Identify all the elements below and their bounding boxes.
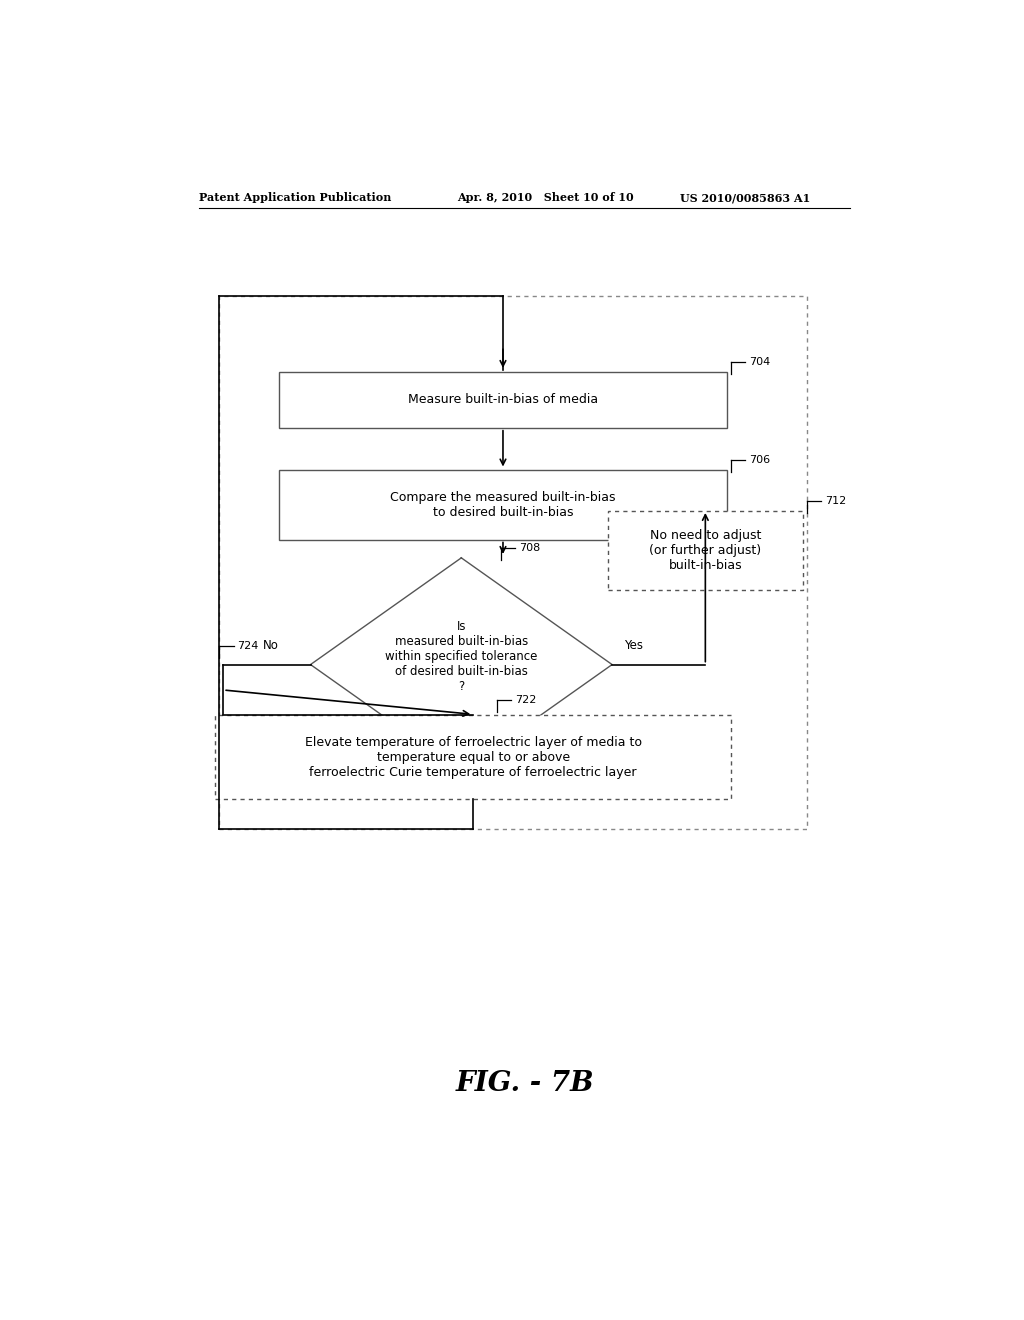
Bar xyxy=(279,470,727,540)
Text: Measure built-in-bias of media: Measure built-in-bias of media xyxy=(408,393,598,407)
Text: Elevate temperature of ferroelectric layer of media to
temperature equal to or a: Elevate temperature of ferroelectric lay… xyxy=(305,735,642,779)
Text: 708: 708 xyxy=(519,543,541,553)
Text: FIG. - 7B: FIG. - 7B xyxy=(456,1069,594,1097)
Text: No: No xyxy=(263,639,279,652)
Text: 722: 722 xyxy=(515,696,537,705)
Text: 712: 712 xyxy=(824,496,846,506)
Text: No need to adjust
(or further adjust)
built-in-bias: No need to adjust (or further adjust) bu… xyxy=(649,529,762,573)
Text: Is
measured built-in-bias
within specified tolerance
of desired built-in-bias
?: Is measured built-in-bias within specifi… xyxy=(385,620,538,693)
Text: 704: 704 xyxy=(750,356,771,367)
Text: 724: 724 xyxy=(238,642,259,651)
Text: Compare the measured built-in-bias
to desired built-in-bias: Compare the measured built-in-bias to de… xyxy=(390,491,615,519)
Text: Patent Application Publication: Patent Application Publication xyxy=(200,191,392,203)
Text: US 2010/0085863 A1: US 2010/0085863 A1 xyxy=(680,191,810,203)
Bar xyxy=(215,715,731,799)
Bar xyxy=(279,372,727,428)
Bar xyxy=(219,296,807,829)
Text: Apr. 8, 2010   Sheet 10 of 10: Apr. 8, 2010 Sheet 10 of 10 xyxy=(458,191,634,203)
Text: Yes: Yes xyxy=(624,639,643,652)
Bar xyxy=(608,511,803,590)
Polygon shape xyxy=(310,558,612,771)
Text: 706: 706 xyxy=(750,455,770,465)
